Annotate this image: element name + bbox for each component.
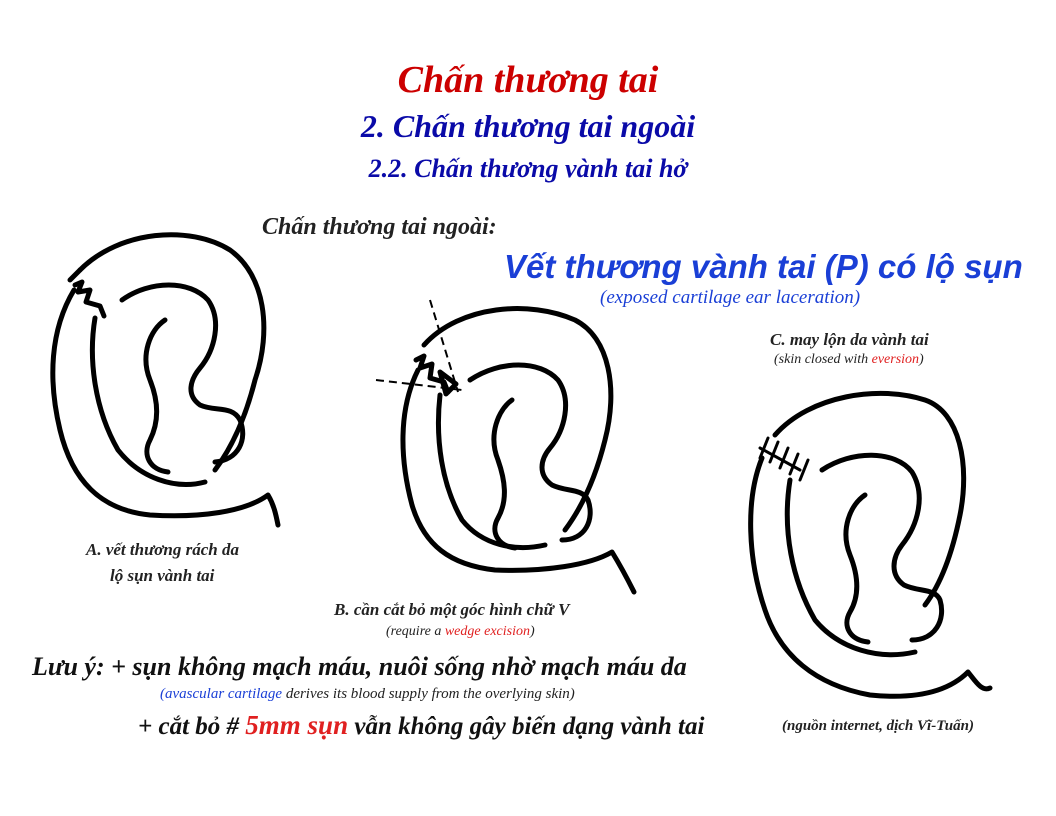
figure-b-caption: B. cần cắt bỏ một góc hình chữ V (334, 600, 570, 619)
note-line-2-highlight: 5mm sụn (245, 710, 349, 740)
note-line-2-prefix: + cắt bỏ # (138, 713, 246, 740)
ear-c-illustration (748, 390, 993, 699)
note-line-1: Lưu ý: + sụn không mạch máu, nuôi sống n… (32, 652, 687, 681)
figure-c-caption-english: (skin closed with eversion) (774, 352, 924, 368)
figure-b-caption-english: (require a wedge excision) (386, 624, 535, 640)
note-line-2: + cắt bỏ # 5mm sụn vẫn không gây biến dạ… (138, 710, 704, 741)
figure-c-en-highlight: eversion (871, 352, 920, 367)
figure-c-en-suffix: ) (919, 352, 924, 367)
subheading: Chấn thương tai ngoài: (262, 214, 497, 240)
main-heading-english: (exposed cartilage ear laceration) (600, 287, 861, 308)
note-line-1-english: (avascular cartilage derives its blood s… (160, 686, 575, 703)
note-en-highlight: (avascular cartilage (160, 686, 283, 702)
note-en-rest: derives its blood supply from the overly… (282, 686, 575, 702)
note-line-2-suffix: vẫn không gây biến dạng vành tai (348, 713, 705, 740)
section-title: 2. Chấn thương tai ngoài (360, 108, 696, 144)
page-title: Chấn thương tai (397, 59, 659, 101)
ear-a-illustration (50, 232, 281, 528)
figure-c-caption: C. may lộn da vành tai (770, 330, 929, 349)
ear-b-illustration (375, 299, 637, 595)
figure-a-caption-line2: lộ sụn vành tai (110, 566, 215, 585)
source-credit: (nguồn internet, dịch Vĩ-Tuấn) (782, 718, 974, 734)
figure-a-caption: A. vết thương rách da (86, 540, 239, 559)
figure-b-en-prefix: (require a (386, 624, 445, 639)
figure-c-en-prefix: (skin closed with (774, 352, 872, 367)
main-heading: Vết thương vành tai (P) có lộ sụn (504, 248, 1023, 285)
figure-b-en-highlight: wedge excision (444, 624, 530, 639)
subsection-title: 2.2. Chấn thương vành tai hở (368, 154, 688, 183)
figure-b-en-suffix: ) (529, 624, 535, 639)
